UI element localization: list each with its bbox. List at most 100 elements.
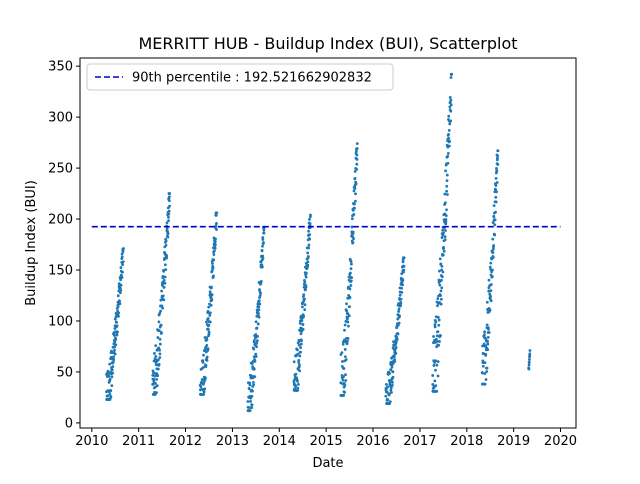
data-point bbox=[386, 398, 390, 402]
data-point bbox=[344, 379, 348, 382]
data-point bbox=[120, 252, 124, 256]
data-point bbox=[258, 302, 262, 306]
data-point bbox=[445, 179, 449, 183]
data-point bbox=[162, 285, 166, 289]
y-tick-label: 350 bbox=[48, 60, 73, 75]
data-point bbox=[207, 323, 211, 327]
data-point bbox=[205, 359, 209, 362]
data-point bbox=[384, 394, 388, 398]
data-point bbox=[160, 331, 163, 334]
data-point bbox=[439, 262, 443, 266]
data-point bbox=[257, 305, 261, 309]
data-point bbox=[155, 378, 159, 381]
data-point bbox=[295, 348, 299, 352]
data-point bbox=[437, 269, 441, 273]
data-point bbox=[157, 320, 161, 324]
x-tick-label: 2020 bbox=[544, 434, 577, 449]
data-point bbox=[297, 359, 301, 362]
data-point bbox=[343, 323, 347, 327]
data-point bbox=[347, 324, 350, 328]
data-point bbox=[262, 241, 265, 244]
data-point bbox=[447, 114, 451, 118]
data-point bbox=[481, 364, 485, 368]
data-point bbox=[402, 256, 406, 260]
data-point bbox=[213, 243, 217, 247]
data-point bbox=[167, 215, 170, 219]
y-tick-label: 200 bbox=[48, 213, 73, 228]
data-point bbox=[485, 300, 489, 304]
data-point bbox=[253, 339, 256, 342]
data-point bbox=[350, 217, 354, 221]
data-point bbox=[442, 246, 446, 250]
data-point bbox=[493, 223, 497, 227]
data-point bbox=[262, 231, 266, 235]
data-point bbox=[151, 382, 155, 386]
data-point bbox=[494, 200, 498, 204]
data-point bbox=[113, 345, 117, 349]
data-point bbox=[440, 278, 443, 282]
data-point bbox=[442, 231, 445, 235]
data-point bbox=[355, 153, 359, 157]
data-point bbox=[349, 279, 353, 283]
x-tick-label: 2010 bbox=[75, 434, 108, 449]
data-point bbox=[300, 319, 304, 323]
data-point bbox=[201, 360, 205, 364]
data-point bbox=[116, 330, 119, 334]
data-point bbox=[308, 233, 312, 237]
data-point bbox=[346, 336, 350, 340]
data-point bbox=[118, 299, 121, 303]
data-point bbox=[246, 400, 250, 403]
data-point bbox=[491, 237, 495, 241]
data-point bbox=[354, 182, 358, 186]
data-point bbox=[110, 375, 114, 379]
data-point bbox=[210, 293, 214, 297]
data-point bbox=[207, 330, 211, 334]
data-point bbox=[527, 363, 531, 367]
data-point bbox=[301, 327, 305, 331]
data-point bbox=[487, 328, 490, 331]
data-point bbox=[120, 276, 124, 280]
data-point bbox=[261, 254, 265, 258]
data-point bbox=[394, 346, 398, 349]
data-point bbox=[397, 307, 401, 311]
data-point bbox=[213, 240, 217, 244]
data-point bbox=[431, 383, 435, 386]
data-point bbox=[259, 291, 262, 295]
data-point bbox=[208, 320, 212, 324]
data-point bbox=[112, 333, 116, 337]
data-point bbox=[157, 358, 160, 362]
data-point bbox=[494, 176, 498, 180]
data-point bbox=[164, 268, 168, 271]
data-point bbox=[204, 364, 208, 367]
data-point bbox=[113, 352, 117, 356]
data-point bbox=[483, 330, 487, 334]
data-point bbox=[115, 324, 119, 328]
y-tick-label: 150 bbox=[48, 264, 73, 279]
data-point bbox=[350, 225, 354, 229]
data-point bbox=[495, 167, 498, 170]
data-point bbox=[445, 189, 449, 193]
y-tick-label: 300 bbox=[48, 111, 73, 126]
data-point bbox=[254, 333, 258, 336]
data-point bbox=[444, 214, 448, 218]
data-point bbox=[528, 349, 532, 352]
x-tick-label: 2016 bbox=[356, 434, 389, 449]
data-point bbox=[252, 367, 256, 371]
data-point bbox=[112, 355, 116, 359]
data-point bbox=[439, 302, 443, 306]
data-point bbox=[351, 240, 355, 244]
data-point bbox=[434, 384, 438, 388]
data-point bbox=[308, 222, 312, 226]
data-point bbox=[309, 213, 312, 217]
data-point bbox=[397, 321, 401, 325]
data-point bbox=[355, 147, 359, 150]
data-point bbox=[307, 243, 311, 247]
data-point bbox=[444, 169, 448, 173]
data-point bbox=[156, 336, 160, 339]
data-point bbox=[437, 323, 441, 327]
data-point bbox=[485, 323, 489, 327]
data-point bbox=[348, 271, 352, 275]
data-point bbox=[165, 227, 169, 231]
data-point bbox=[343, 383, 347, 387]
data-point bbox=[157, 363, 161, 366]
